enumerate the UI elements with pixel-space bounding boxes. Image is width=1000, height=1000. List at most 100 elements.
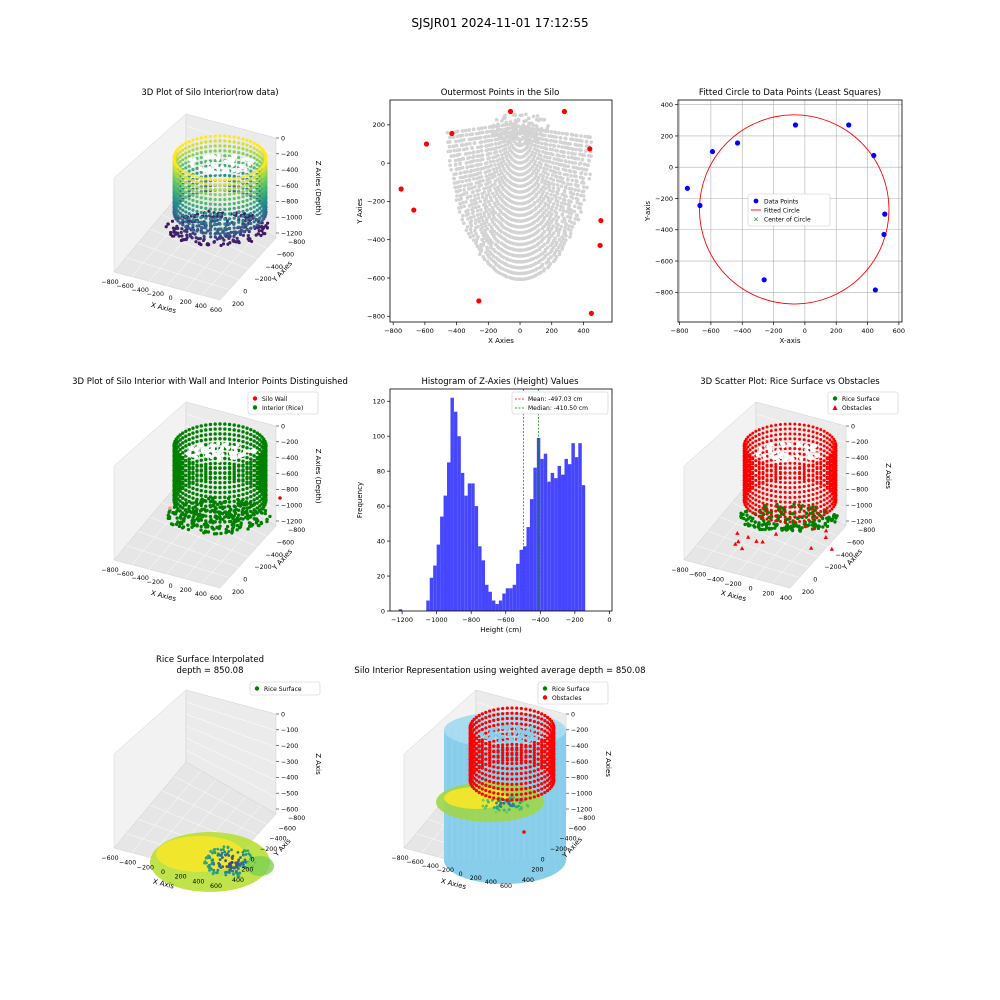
scatter-point-gray (568, 235, 572, 239)
obstacle-point (754, 493, 758, 497)
z-tick-label: 0 (281, 423, 285, 430)
data-point (181, 143, 185, 147)
interior-point (191, 471, 195, 476)
obstacle-point (819, 505, 823, 509)
scatter-point-gray (572, 209, 577, 214)
scatter-point-gray (542, 267, 547, 271)
rice-point (772, 526, 777, 530)
obstacle-point (778, 520, 782, 524)
obstacle-point (743, 473, 747, 477)
interior-point (178, 460, 182, 464)
scatter-point-gray (503, 116, 507, 120)
scatter-point-gray (549, 130, 554, 134)
interior-point (252, 468, 256, 473)
interior-point (199, 498, 203, 503)
rice-point (744, 518, 749, 522)
data-point (237, 225, 241, 229)
scatter-point-gray (511, 113, 516, 117)
obstacle-point (751, 491, 755, 495)
obstacle-point (822, 444, 826, 448)
hollow-point (245, 157, 250, 162)
hollow-point (795, 453, 800, 458)
scatter-point-gray (530, 209, 535, 213)
interior-point (191, 486, 195, 491)
data-point (218, 188, 222, 192)
interior-point (249, 509, 253, 514)
obstacle-point (798, 520, 802, 524)
scatter-point-gray (464, 209, 468, 214)
scatter-point-gray (464, 228, 469, 233)
scatter-point-gray (485, 247, 490, 252)
legend-label: Obstacles (842, 405, 871, 412)
scatter-point-gray (472, 201, 477, 206)
data-point (260, 170, 264, 174)
data-point (237, 146, 241, 150)
scatter-point-gray (558, 196, 562, 200)
obstacle-point (832, 490, 836, 494)
interior-point (199, 513, 203, 517)
data-point (232, 182, 236, 186)
hollow-point (231, 168, 236, 173)
scatter-point-gray (550, 212, 554, 216)
obstacle-point (788, 495, 792, 499)
scatter-point-gray (471, 234, 476, 238)
interior-point (195, 482, 199, 487)
hollow-point (781, 443, 786, 448)
interior-point (178, 489, 182, 494)
hollow-point (232, 450, 237, 455)
scatter-point-gray (504, 162, 508, 166)
outer-point (561, 108, 568, 115)
y-tick-label: 0 (813, 577, 817, 584)
interior-point (232, 428, 236, 432)
interior-point (213, 456, 217, 461)
scatter-point-gray (526, 140, 530, 144)
scatter-point-gray (481, 203, 486, 207)
scatter-point-gray (500, 123, 505, 128)
obstacle-point (778, 432, 782, 436)
obstacle-point (754, 473, 758, 477)
histogram-bar (550, 472, 555, 611)
scatter-point-gray (548, 168, 553, 173)
obstacle-point (744, 490, 748, 494)
scatter-point-gray (474, 205, 478, 210)
y-tick-label: −600 (277, 539, 294, 546)
scatter-point-gray (465, 165, 469, 170)
scatter-point-gray (546, 205, 551, 210)
obstacle-point (748, 494, 752, 498)
interior-point (237, 518, 241, 522)
interior-point (260, 477, 264, 482)
scatter-point-gray (452, 154, 456, 158)
scatter-point-gray (532, 162, 537, 166)
obstacle-point (819, 428, 823, 432)
obstacle-point (819, 500, 823, 504)
obstacle-point (798, 515, 802, 519)
interior-point (195, 473, 199, 477)
obstacle-point (793, 432, 797, 436)
data-point (241, 147, 245, 151)
obstacle-point (746, 458, 750, 462)
scatter-point-gray (483, 170, 488, 175)
data-point (204, 174, 208, 178)
data-point (213, 197, 217, 202)
data-point (191, 148, 195, 152)
floor-pane (113, 473, 277, 589)
obstacle-point (825, 496, 829, 500)
scatter-point-gray (504, 274, 509, 279)
obstacle-point (748, 455, 752, 459)
obstacle-point (769, 479, 773, 483)
data-point (252, 185, 256, 190)
data-point (255, 188, 259, 193)
data-point (191, 225, 195, 229)
scatter-point-gray (543, 254, 548, 258)
interior-point (218, 515, 222, 519)
obstacle-point (828, 484, 832, 488)
scatter-point-gray (491, 254, 496, 258)
data-point (191, 184, 195, 188)
scatter-point-gray (493, 249, 497, 254)
data-point (195, 229, 199, 233)
obstacle-point (743, 498, 747, 502)
interior-point (237, 464, 241, 468)
scatter-point-gray (563, 230, 568, 235)
scatter-point-gray (535, 223, 540, 228)
data-point (792, 122, 799, 128)
